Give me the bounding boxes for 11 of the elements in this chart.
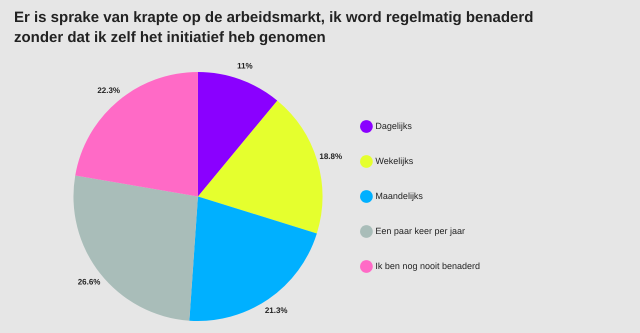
chart-title: Er is sprake van krapte op de arbeidsmarkt, ik word regelmatig benaderd zonder dat ik zelf het initiatief heb genomen bbox=[14, 8, 534, 48]
legend-label: Een paar keer per jaar bbox=[375, 226, 465, 236]
data-label: 21.3% bbox=[264, 306, 288, 316]
data-label: 11% bbox=[237, 61, 253, 70]
data-label: 18.8% bbox=[319, 152, 342, 162]
legend-label: Wekelijks bbox=[375, 156, 414, 166]
data-label: 22.3% bbox=[97, 86, 120, 95]
legend-label: Ik ben nog nooit benaderd bbox=[375, 260, 480, 271]
data-label: 26.6% bbox=[78, 277, 100, 286]
legend-label: Maandelijks bbox=[375, 190, 424, 201]
legend-label: Dagelijks bbox=[375, 120, 412, 131]
